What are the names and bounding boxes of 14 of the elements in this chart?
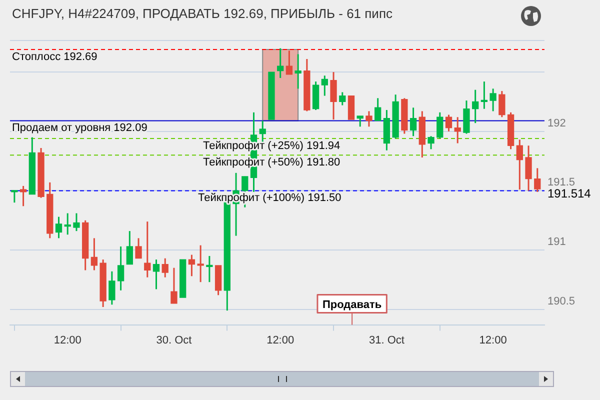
x-tick-label: 12:00 <box>266 334 294 346</box>
y-tick-label: 192 <box>547 117 566 130</box>
ref-line-label: Продаем от уровня 192.09 <box>12 122 148 134</box>
annotation: 191.514 <box>547 186 592 200</box>
x-tick-label: 12:00 <box>54 334 82 346</box>
x-tick-label: 12:00 <box>479 334 507 346</box>
annotation: Продавать <box>322 298 382 311</box>
x-tick-label: 30. Oct <box>156 334 192 346</box>
chart-title: CHFJPY, H4#224709, ПРОДАВАТЬ 192.69, ПРИБЫЛЬ - 61 пипс <box>12 6 392 21</box>
y-tick-label: 191.5 <box>547 176 576 189</box>
x-tick-label: 31. Oct <box>368 334 404 346</box>
y-tick-label: 191 <box>547 236 566 248</box>
y-tick-label: 190.5 <box>547 295 576 308</box>
ref-line-label: Стоплосс 192.69 <box>12 51 98 64</box>
